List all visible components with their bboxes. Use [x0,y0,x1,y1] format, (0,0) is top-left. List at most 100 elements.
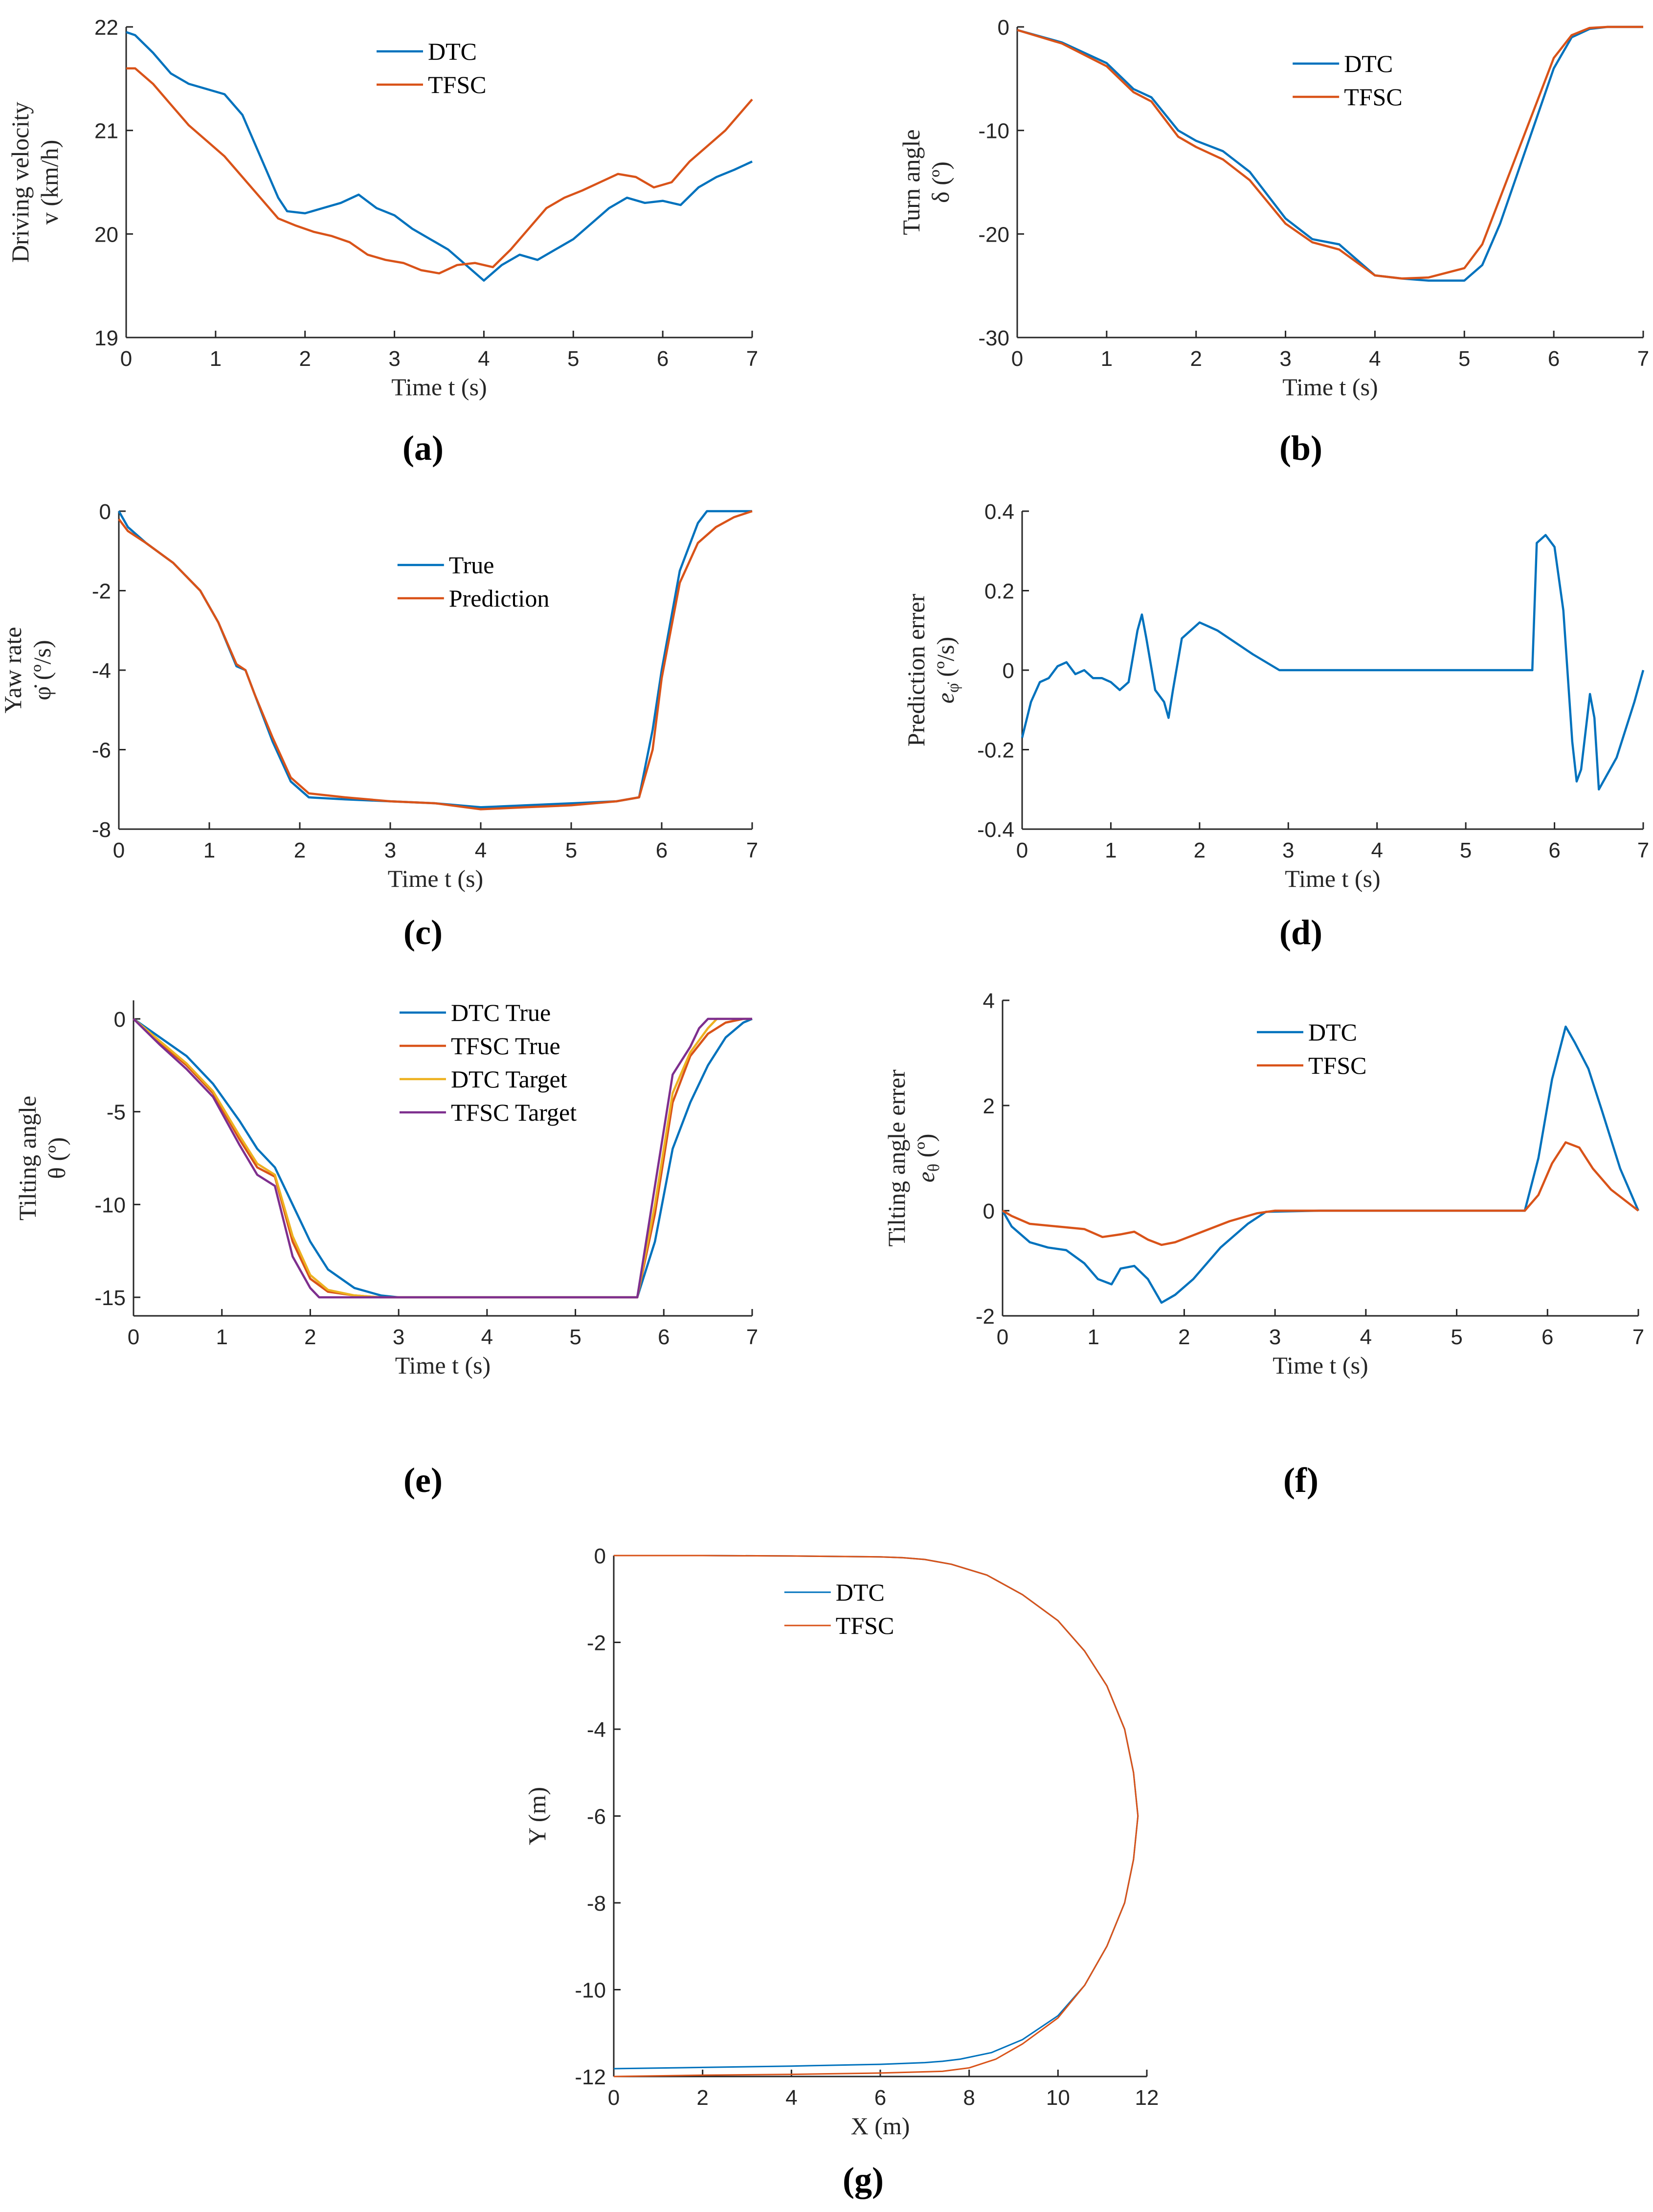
x-tick-label: 6 [1548,838,1560,862]
x-tick-label: 5 [1451,1325,1462,1349]
x-tick-label: 4 [475,838,487,862]
x-tick-label: 5 [565,838,577,862]
legend-entry: DTC [1344,50,1393,77]
x-tick-label: 7 [746,838,758,862]
x-tick-label: 1 [1105,838,1117,862]
y-tick-label: -4 [587,1718,606,1742]
x-tick-label: 6 [874,2086,886,2110]
y-tick-label: 21 [94,119,118,143]
y-tick-label: -2 [587,1631,606,1655]
legend-entry: TFSC [1308,1052,1367,1079]
x-tick-label: 10 [1046,2086,1070,2110]
y-tick-label: 20 [94,223,118,247]
x-tick-label: 3 [1279,347,1291,371]
x-tick-label: 2 [299,347,311,371]
y-tick-label: -4 [92,659,111,683]
y-tick-label: 22 [94,16,118,40]
panel-label: (a) [402,429,444,468]
chart-d: 0 1 2 3 4 5 6 7 -0.4 -0.2 0 0.2 0.4 Time t (s) Predict… [902,500,1649,952]
x-tick-label: 6 [657,347,669,371]
y-tick-label: 2 [983,1094,995,1118]
y-tick-label: 0.2 [984,580,1014,604]
y-tick-label: -15 [94,1286,126,1310]
y-tick-label: -10 [978,119,1009,143]
chart-c: 0 1 2 3 4 5 6 7 -8 -6 -4 -2 0 Time t (s) Yaw rate φ̇ (º… [0,500,758,952]
y-tick-label: -6 [92,739,111,763]
panel-label: (e) [403,1461,443,1500]
y-tick-label: 0 [114,1008,126,1032]
y-tick-label: -6 [587,1805,606,1829]
x-tick-label: 0 [1016,838,1028,862]
chart-a: 0 1 2 3 4 5 6 7 19 20 21 22 Time t (s) Driving veloci… [6,16,758,468]
panel-label: (f) [1283,1461,1318,1500]
y-tick-label: -8 [92,818,111,842]
y-axis-label-line1: Yaw rate [0,627,26,714]
legend-entry: DTC [428,38,477,65]
series-line-tfsc-target [133,1017,752,1299]
y-axis-label-line1: Turn angle [897,129,925,235]
y-tick-label: 0 [594,1544,606,1568]
y-tick-label: -20 [978,223,1009,247]
x-tick-label: 3 [1282,838,1294,862]
x-tick-label: 8 [963,2086,975,2110]
legend-entry: DTC [836,1579,885,1606]
y-axis-label-line1: Prediction errer [902,593,930,746]
series-line-prediction [118,510,753,811]
x-axis-label: Time t (s) [388,865,483,892]
x-tick-label: 0 [120,347,132,371]
legend-entry: DTC Target [451,1065,567,1093]
y-tick-label: 0 [99,500,111,524]
y-axis-label-line2: v (km/h) [36,140,63,225]
x-tick-label: 4 [1369,347,1381,371]
legend-entry: DTC True [451,999,551,1026]
panel-label: (d) [1279,913,1322,952]
y-tick-label: -0.2 [977,739,1014,763]
x-tick-label: 5 [1458,347,1470,371]
y-axis-label-line2: δ (º) [927,161,954,203]
y-tick-label: -8 [587,1892,606,1916]
x-axis-label: Time t (s) [1282,373,1378,401]
x-tick-label: 6 [1548,347,1560,371]
x-tick-label: 1 [203,838,215,862]
y-axis-label-line1: Tilting angle errer [883,1069,910,1246]
y-axis-label-line1: Tilting angle [14,1096,41,1220]
x-tick-label: 2 [1190,347,1202,371]
legend-entry: TFSC True [451,1032,560,1060]
legend-entry: TFSC [428,71,487,98]
x-tick-label: 4 [785,2086,797,2110]
panel-label: (b) [1279,429,1322,468]
x-tick-label: 7 [1637,347,1649,371]
series-line-tfsc [1002,1141,1639,1246]
y-axis-label-line2: eφ̇ (º/s) [932,637,962,703]
y-axis-label-line2: eθ (º) [912,1134,943,1183]
y-tick-label: -10 [575,1979,606,2003]
x-tick-label: 12 [1135,2086,1159,2110]
x-tick-label: 7 [1632,1325,1644,1349]
x-tick-label: 5 [569,1325,581,1349]
y-tick-label: 0 [983,1199,995,1223]
x-tick-label: 2 [696,2086,708,2110]
x-axis-label: X (m) [851,2112,910,2140]
y-tick-label: -2 [92,580,111,604]
x-tick-label: 0 [608,2086,620,2110]
series-line-dtc [1002,1025,1640,1304]
series-line-tfsc [126,67,753,275]
legend-entry: TFSC [1344,83,1403,111]
series-line-prediction-error [1021,534,1645,791]
y-axis-label-line2: θ (º) [43,1137,70,1179]
y-axis-label-line1: Driving velocity [6,102,34,263]
x-tick-label: 7 [746,347,758,371]
legend-entry: TFSC Target [451,1099,577,1126]
x-tick-label: 3 [384,838,396,862]
y-tick-label: 0 [998,16,1009,40]
series-line-dtc-true [133,1017,753,1299]
x-axis-label: Time t (s) [391,373,487,401]
chart-b: 0 1 2 3 4 5 6 7 -30 -20 -10 0 Time t (s) Turn angle δ … [897,16,1649,468]
y-tick-label: -30 [978,326,1009,350]
x-tick-label: 1 [1101,347,1113,371]
x-tick-label: 4 [481,1325,493,1349]
x-tick-label: 6 [1541,1325,1553,1349]
x-tick-label: 5 [1460,838,1472,862]
series-line-tfsc [1017,25,1643,280]
